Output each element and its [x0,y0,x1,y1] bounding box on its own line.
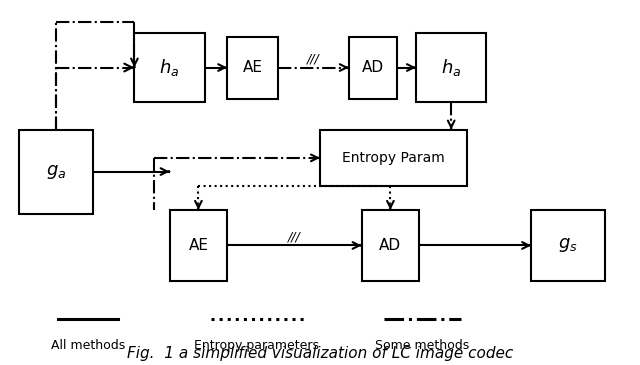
Text: All methods: All methods [51,339,125,353]
Text: ///: /// [307,53,320,66]
FancyBboxPatch shape [320,130,467,186]
Text: Fig.  1 a simplified visualization of LC image codec: Fig. 1 a simplified visualization of LC … [127,346,513,361]
Text: AD: AD [362,60,384,75]
Text: $g_a$: $g_a$ [46,162,66,181]
FancyBboxPatch shape [362,210,419,281]
FancyBboxPatch shape [134,33,205,102]
FancyBboxPatch shape [349,36,397,99]
FancyBboxPatch shape [416,33,486,102]
Text: $g_s$: $g_s$ [558,237,578,254]
Text: $h_a$: $h_a$ [441,57,461,78]
FancyBboxPatch shape [227,36,278,99]
Text: AE: AE [188,238,209,253]
FancyBboxPatch shape [170,210,227,281]
Text: AD: AD [380,238,401,253]
Text: Entropy parameters: Entropy parameters [193,339,319,353]
FancyBboxPatch shape [531,210,605,281]
Text: Some methods: Some methods [375,339,470,353]
Text: Entropy Param: Entropy Param [342,151,445,165]
Text: AE: AE [243,60,263,75]
Text: $h_a$: $h_a$ [159,57,180,78]
FancyBboxPatch shape [19,130,93,214]
Text: ///: /// [288,231,301,244]
